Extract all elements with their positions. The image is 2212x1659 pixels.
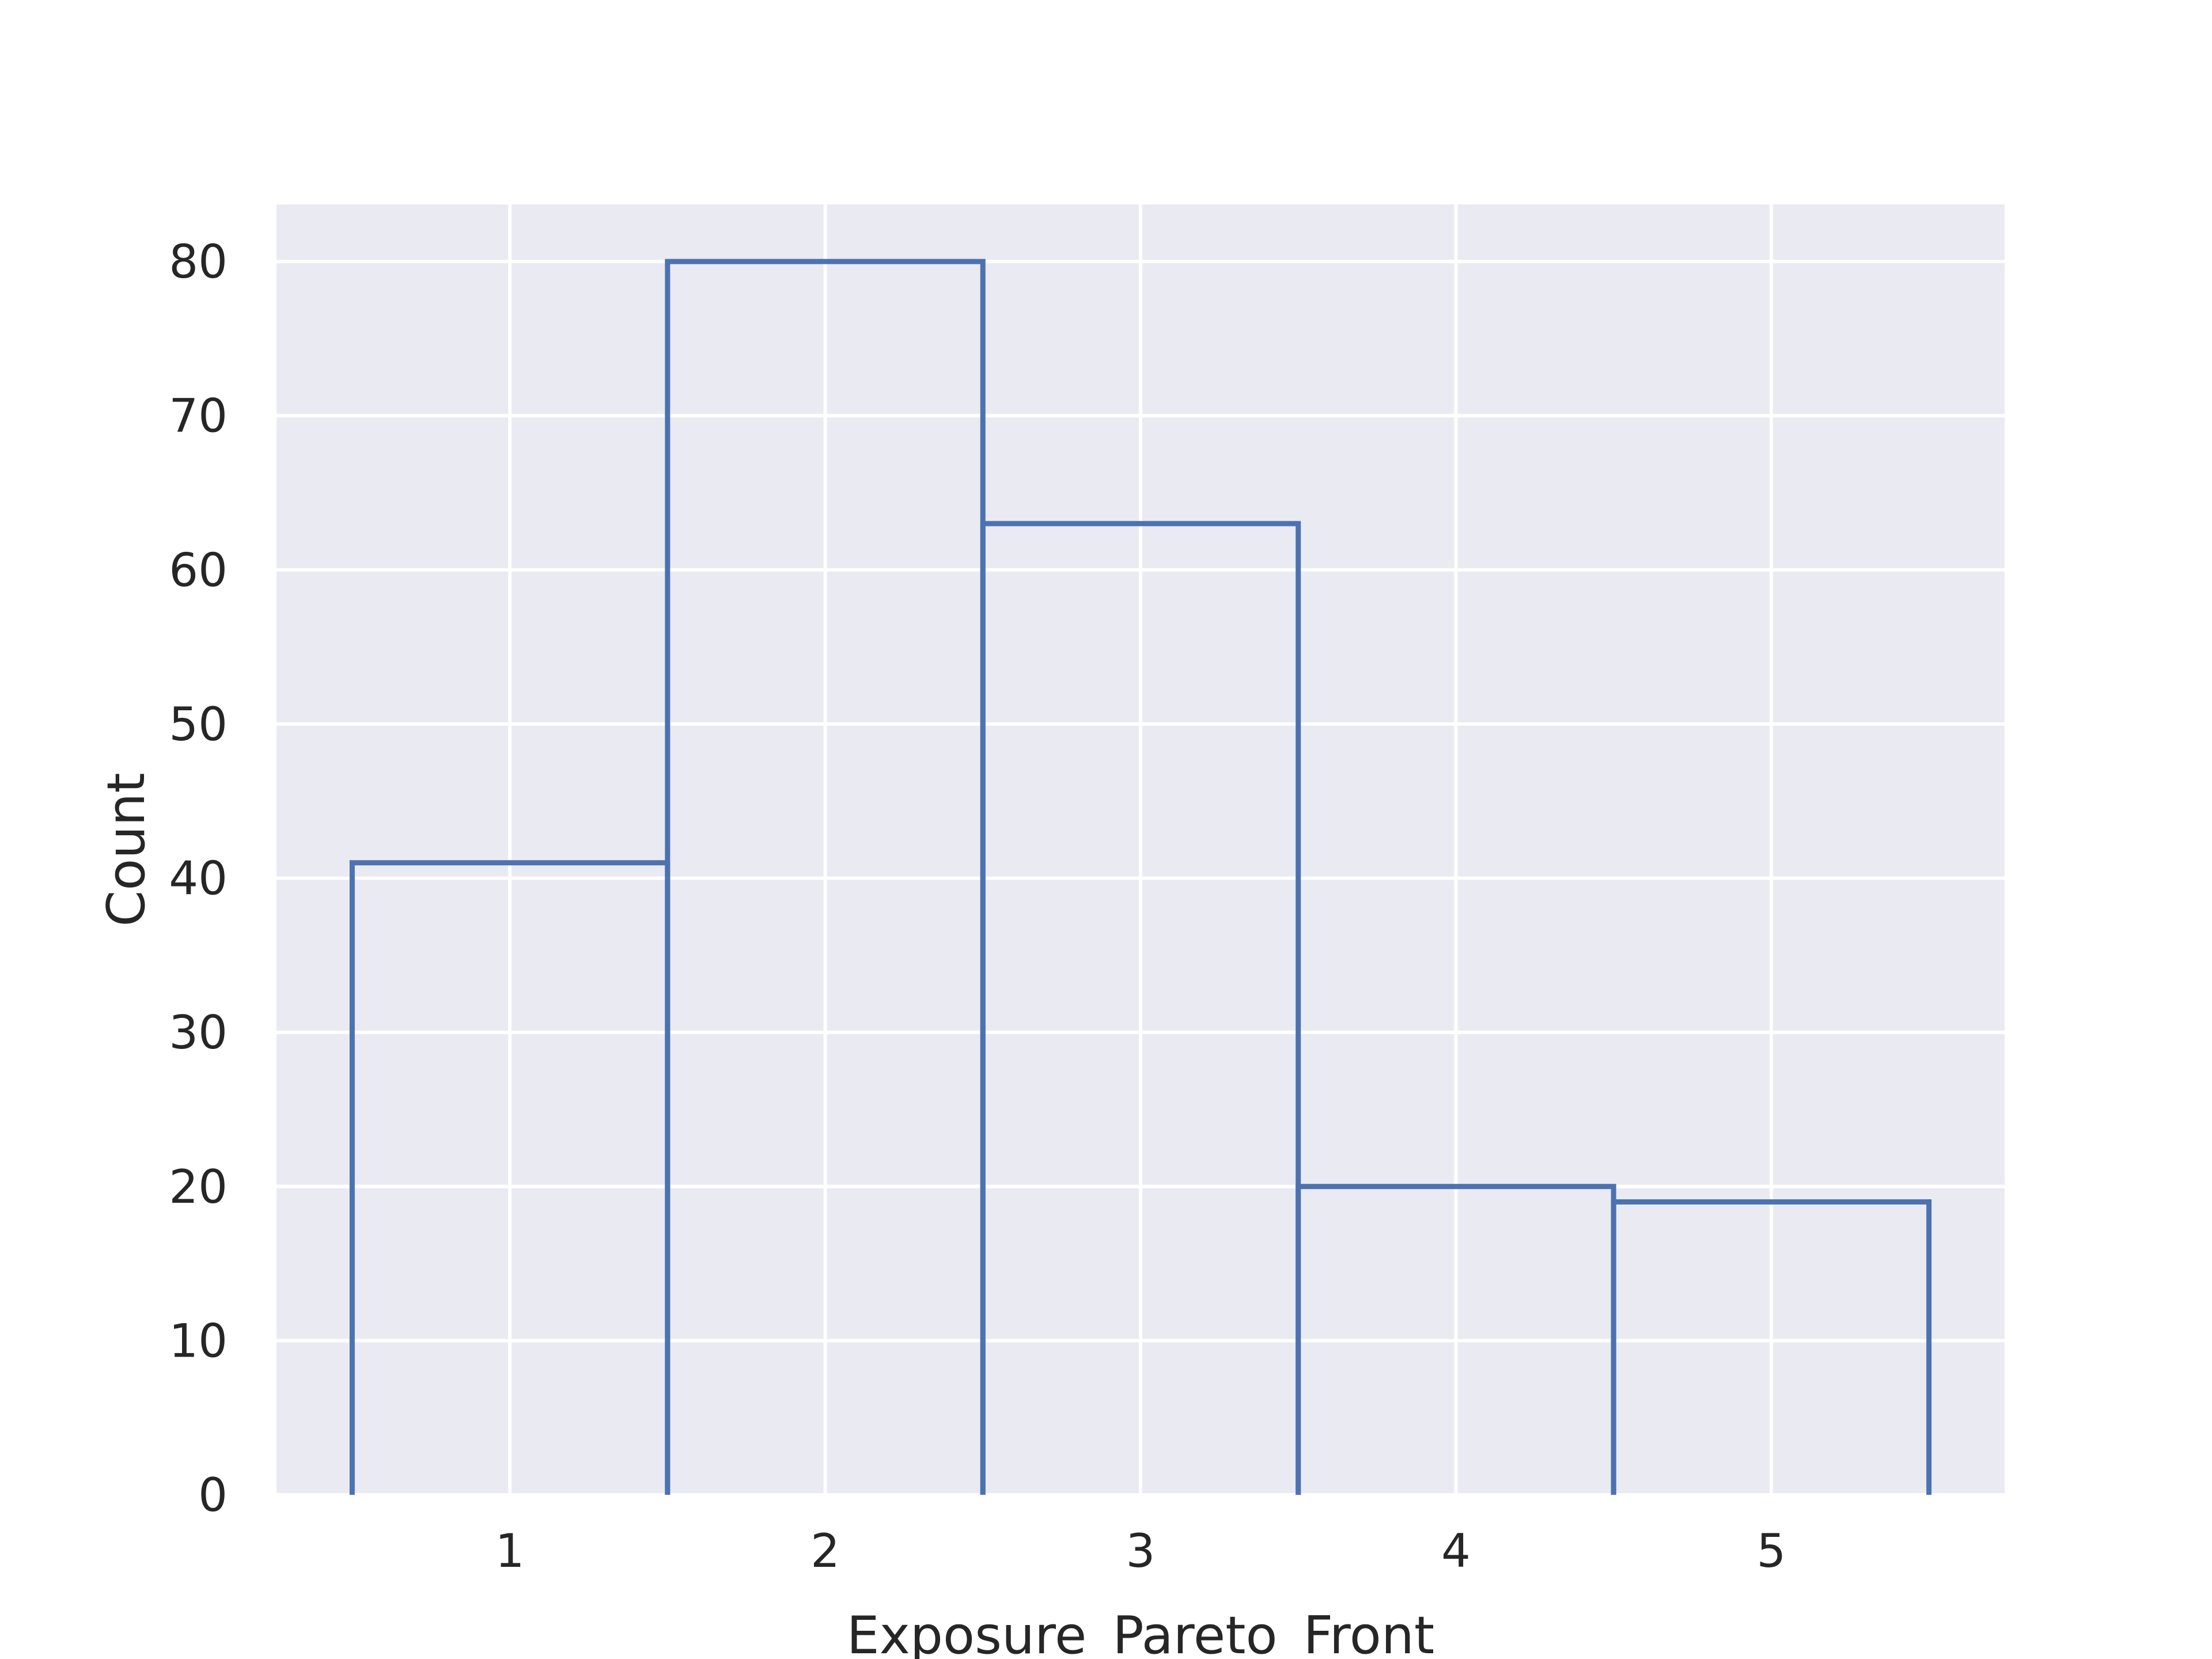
x-tick-label: 3 (1126, 1524, 1156, 1578)
y-tick-label: 0 (198, 1468, 228, 1522)
x-axis-label: Exposure_Pareto_Front (847, 1605, 1434, 1659)
y-axis-label: Count (96, 772, 157, 926)
y-tick-label: 80 (169, 235, 228, 289)
y-axis-ticks: 0 10 20 30 40 50 60 70 80 (169, 235, 228, 1522)
x-axis-ticks: 1 2 3 4 5 (495, 1524, 1786, 1578)
y-tick-label: 70 (169, 389, 228, 443)
y-tick-label: 30 (169, 1006, 228, 1059)
y-tick-label: 50 (169, 698, 228, 751)
x-tick-label: 1 (495, 1524, 525, 1578)
histogram-bars (349, 259, 1932, 1495)
y-tick-label: 20 (169, 1160, 228, 1214)
grid-lines (276, 204, 2005, 1497)
y-tick-label: 60 (169, 543, 228, 597)
y-tick-label: 40 (169, 852, 228, 906)
x-tick-label: 5 (1756, 1524, 1786, 1578)
histogram-bar (1611, 1199, 1932, 1495)
x-tick-label: 2 (810, 1524, 840, 1578)
x-tick-label: 4 (1441, 1524, 1471, 1578)
histogram-bar (980, 521, 1301, 1495)
y-tick-label: 10 (169, 1314, 228, 1368)
